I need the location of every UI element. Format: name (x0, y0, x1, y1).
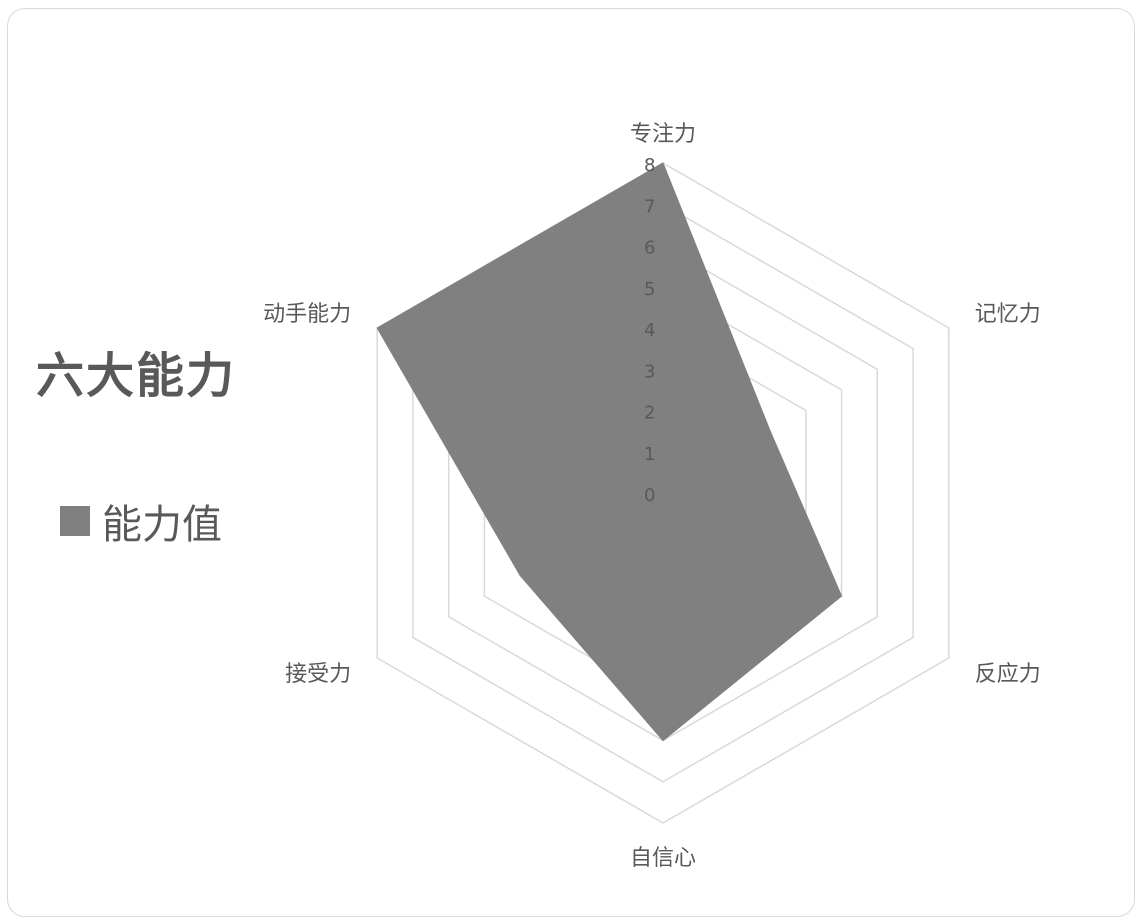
tick-label: 0 (644, 485, 655, 506)
legend-swatch (60, 506, 90, 536)
legend-label: 能力值 (102, 502, 222, 548)
series-area-0 (376, 162, 843, 742)
axis-label: 反应力 (975, 662, 1041, 687)
tick-label: 5 (644, 279, 655, 300)
tick-label: 2 (644, 403, 655, 424)
axis-label: 专注力 (630, 122, 696, 147)
tick-label: 1 (644, 444, 655, 465)
radar-series (376, 162, 843, 742)
tick-label: 7 (644, 196, 655, 217)
axis-label: 记忆力 (975, 302, 1041, 327)
radial-tick-labels: 0 1 2 3 4 5 6 7 8 (644, 155, 655, 506)
axis-label: 动手能力 (263, 302, 351, 327)
axis-label: 接受力 (285, 662, 351, 687)
legend: 能力值 (60, 492, 222, 550)
tick-label: 3 (644, 361, 655, 382)
tick-label: 8 (644, 155, 655, 176)
tick-label: 6 (644, 238, 655, 259)
chart-title: 六大能力 (36, 348, 237, 404)
tick-label: 4 (644, 320, 655, 341)
axis-label: 自信心 (630, 846, 696, 871)
